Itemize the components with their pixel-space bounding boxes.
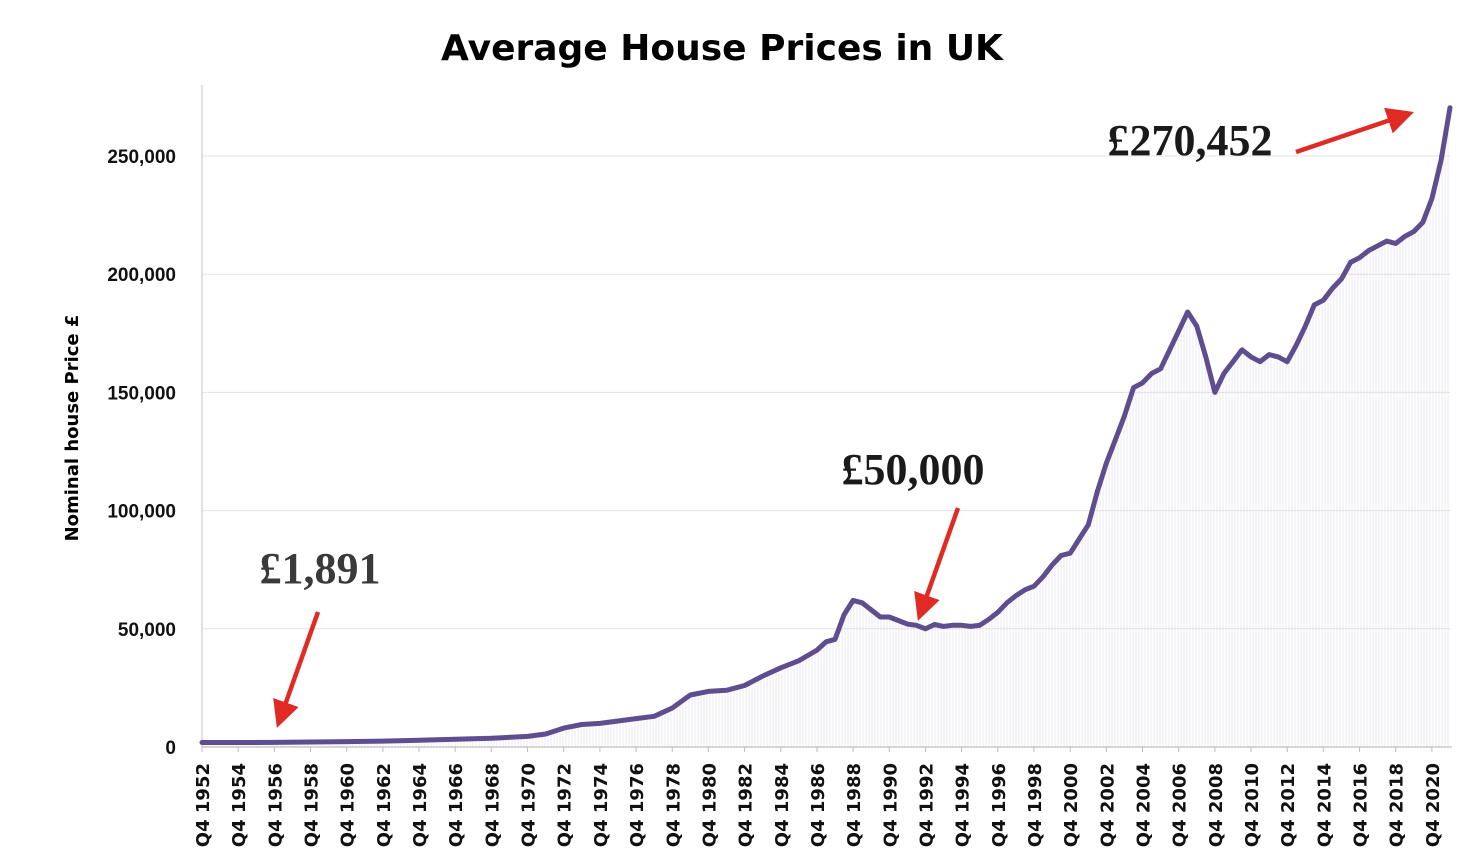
y-tick-label: 50,000 [118, 620, 176, 641]
annotation-label: £270,452 [1108, 116, 1273, 165]
x-tick-label: Q4 1990 [880, 763, 901, 847]
x-tick-label: Q4 1998 [1025, 763, 1046, 847]
y-tick-label: 0 [165, 738, 176, 759]
x-tick-label: Q4 1970 [519, 763, 540, 847]
x-tick-label: Q4 2018 [1387, 763, 1408, 847]
annotation-arrow [914, 507, 961, 621]
y-axis-label: Nominal house Price £ [62, 315, 83, 542]
x-tick-label: Q4 2006 [1170, 763, 1191, 847]
x-tick-label: Q4 1966 [446, 763, 467, 847]
x-tick-label: Q4 1988 [844, 763, 865, 847]
area-fill [202, 119, 1449, 747]
x-tick-label: Q4 1978 [663, 763, 684, 847]
annotation-arrow [273, 611, 321, 728]
y-tick-label: 200,000 [107, 265, 176, 286]
x-tick-label: Q4 1986 [808, 763, 829, 847]
x-tick-label: Q4 1968 [482, 763, 503, 847]
x-tick-label: Q4 1958 [302, 763, 323, 847]
y-tick-label: 250,000 [107, 147, 176, 168]
x-tick-label: Q4 1992 [917, 763, 938, 847]
x-tick-label: Q4 2008 [1206, 763, 1227, 847]
annotation-arrow [1295, 107, 1414, 155]
x-tick-label: Q4 1996 [989, 763, 1010, 847]
x-tick-label: Q4 2016 [1351, 763, 1372, 847]
x-tick-label: Q4 1980 [699, 763, 720, 847]
x-tick-label: Q4 2012 [1278, 763, 1299, 847]
y-tick-label: 150,000 [107, 383, 176, 404]
axes [201, 85, 1452, 748]
y-axis-ticks: 0 50,000 100,000 150,000 200,000 250,000 [107, 147, 176, 759]
x-tick-label: Q4 2010 [1242, 763, 1263, 847]
x-tick-label: Q4 2004 [1134, 763, 1155, 847]
x-tick-label: Q4 1982 [736, 763, 757, 847]
x-tick-label: Q4 1960 [338, 763, 359, 847]
area-hatch [202, 119, 1449, 747]
x-tick-label: Q4 1972 [555, 763, 576, 847]
x-tick-label: Q4 1976 [627, 763, 648, 847]
x-tick-label: Q4 1964 [410, 763, 431, 847]
y-tick-label: 100,000 [107, 502, 176, 523]
annotation-label: £1,891 [260, 544, 381, 593]
gridlines [202, 155, 1450, 630]
x-tick-label: Q4 1952 [193, 763, 214, 847]
x-tick-label: Q4 1974 [591, 763, 612, 847]
x-tick-label: Q4 1954 [229, 763, 250, 847]
price-series [199, 105, 1453, 745]
x-tick-label: Q4 2014 [1314, 763, 1335, 847]
series-line [199, 105, 1453, 745]
annotations: £1,891 £50,000 £270,452 [260, 107, 1414, 728]
x-tick-label: Q4 1994 [953, 763, 974, 847]
x-tick-label: Q4 2000 [1061, 763, 1082, 847]
x-axis-ticks: Q4 1952 Q4 1954 Q4 1956 Q4 1958 Q4 1960 Q4 19… [193, 747, 1444, 847]
x-tick-label: Q4 1956 [265, 763, 286, 847]
x-tick-label: Q4 2002 [1097, 763, 1118, 847]
x-tick-label: Q4 1962 [374, 763, 395, 847]
x-tick-label: Q4 1984 [772, 763, 793, 847]
chart-title: Average House Prices in UK [441, 28, 1004, 69]
x-tick-label: Q4 2020 [1423, 763, 1444, 847]
annotation-label: £50,000 [842, 445, 985, 494]
